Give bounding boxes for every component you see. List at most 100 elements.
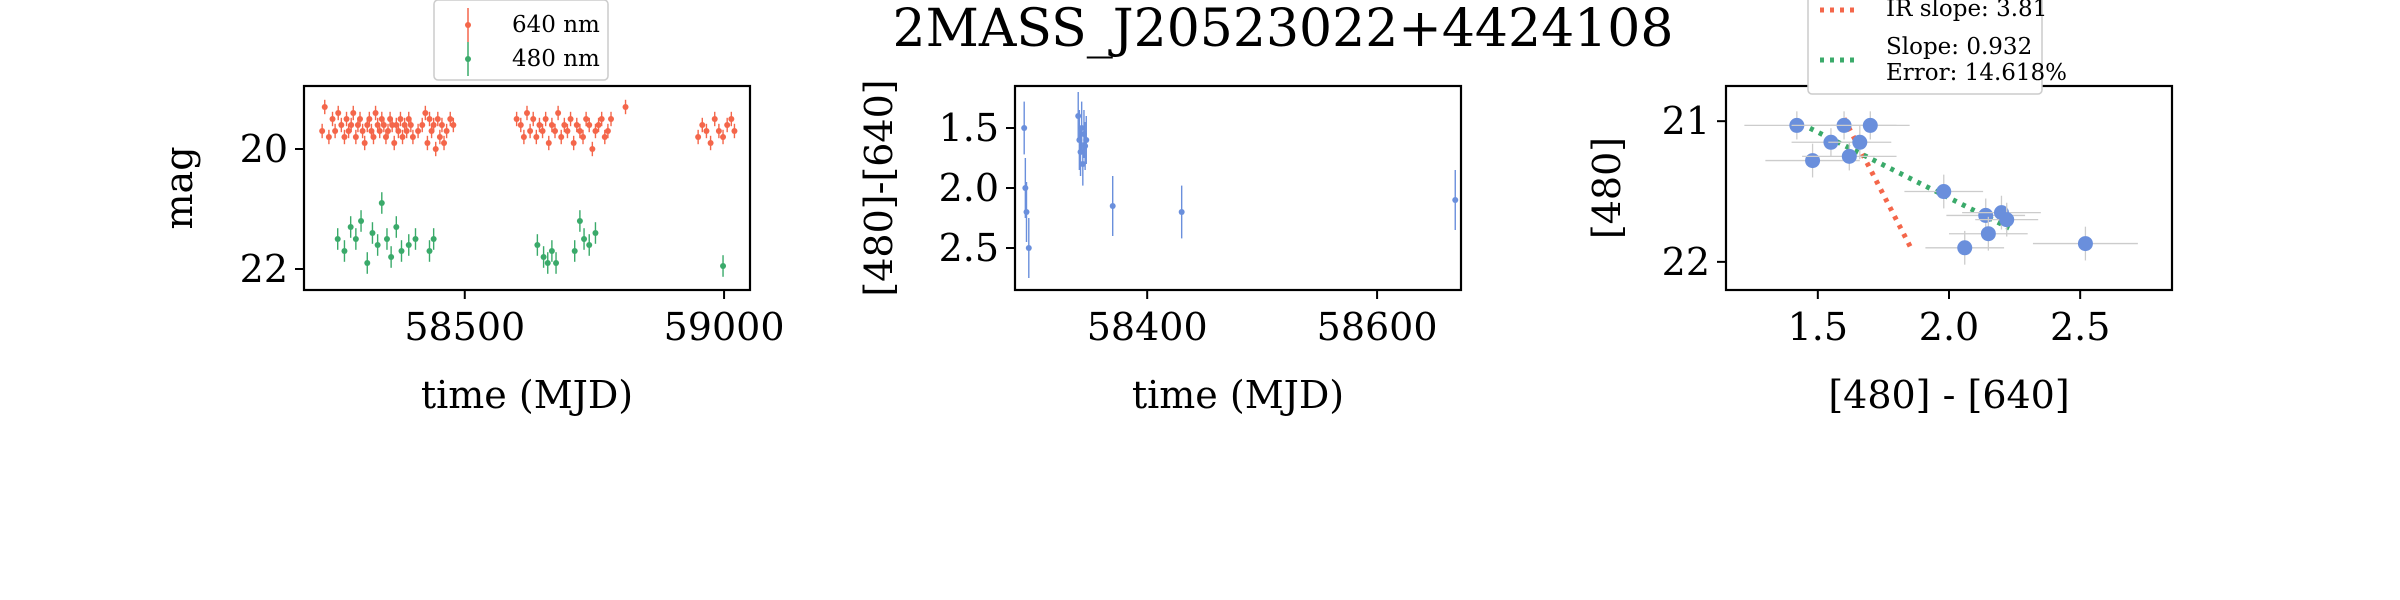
data-point bbox=[1109, 203, 1116, 209]
data-point bbox=[589, 146, 596, 152]
data-point bbox=[576, 128, 583, 134]
data-point bbox=[553, 260, 560, 266]
data-point bbox=[1078, 125, 1085, 131]
data-point bbox=[1079, 161, 1086, 167]
data-point bbox=[524, 110, 530, 116]
data-point bbox=[364, 260, 371, 266]
color-curve-xlabel: time (MJD) bbox=[1132, 373, 1344, 417]
data-point bbox=[430, 236, 437, 242]
data-point bbox=[441, 140, 448, 146]
data-point bbox=[1178, 209, 1185, 215]
data-point bbox=[1025, 245, 1032, 251]
data-point bbox=[415, 128, 422, 134]
data-point bbox=[405, 242, 412, 248]
color-magnitude-ylabel: [480] bbox=[1585, 137, 1629, 239]
data-point bbox=[369, 230, 376, 236]
data-point bbox=[424, 140, 431, 146]
data-point bbox=[443, 128, 450, 134]
light-curve-ticks: 58500 59000 20 22 bbox=[240, 127, 785, 349]
data-point bbox=[564, 128, 571, 134]
data-point bbox=[395, 128, 402, 134]
y-tick-label: 2.0 bbox=[939, 166, 999, 210]
light-curve-points bbox=[319, 99, 738, 277]
data-point bbox=[573, 122, 580, 128]
data-point bbox=[398, 248, 405, 254]
data-point bbox=[517, 122, 524, 128]
data-point bbox=[571, 248, 578, 254]
color-magnitude-points bbox=[1744, 111, 2138, 265]
data-point bbox=[622, 104, 629, 110]
data-point bbox=[1023, 209, 1030, 215]
data-point bbox=[1841, 148, 1857, 164]
data-point bbox=[334, 236, 341, 242]
data-point bbox=[430, 122, 437, 128]
data-point bbox=[2077, 236, 2093, 252]
data-point bbox=[598, 116, 605, 122]
data-point bbox=[1999, 212, 2015, 228]
x-tick-label: 58600 bbox=[1317, 305, 1438, 349]
data-point bbox=[370, 134, 377, 140]
data-point bbox=[403, 128, 410, 134]
figure-title: 2MASS_J20523022+4424108 bbox=[893, 0, 1674, 59]
y-tick-label: 22 bbox=[240, 247, 288, 291]
legend-480-label: 480 nm bbox=[512, 46, 600, 72]
data-point bbox=[352, 134, 359, 140]
y-tick-label: 20 bbox=[240, 127, 288, 171]
data-point bbox=[389, 122, 396, 128]
data-point bbox=[426, 116, 433, 122]
data-point bbox=[438, 122, 445, 128]
data-point bbox=[604, 128, 611, 134]
data-point bbox=[545, 140, 552, 146]
data-point bbox=[570, 140, 577, 146]
panel-color-magnitude: 1.5 2.0 2.5 21 22 [480] - [640] [480] IR slo… bbox=[1585, 0, 2174, 417]
legend-fit-error-label: Error: 14.618% bbox=[1886, 60, 2067, 86]
data-point bbox=[513, 116, 520, 122]
data-point bbox=[715, 128, 722, 134]
data-point bbox=[1021, 125, 1028, 131]
data-point bbox=[397, 116, 404, 122]
data-point bbox=[321, 104, 328, 110]
data-point bbox=[341, 134, 348, 140]
data-point bbox=[555, 110, 562, 116]
data-point bbox=[544, 260, 551, 266]
data-point bbox=[329, 116, 336, 122]
legend-box bbox=[1807, 0, 2043, 95]
data-point bbox=[359, 128, 366, 134]
data-point bbox=[432, 146, 439, 152]
x-tick-label: 1.5 bbox=[1788, 305, 1848, 349]
y-tick-label: 21 bbox=[1662, 99, 1710, 143]
data-point bbox=[332, 128, 339, 134]
y-tick-label: 22 bbox=[1662, 240, 1710, 284]
light-curve-ylabel: mag bbox=[157, 146, 201, 229]
data-point bbox=[335, 110, 342, 116]
data-point bbox=[1022, 185, 1029, 191]
data-point bbox=[358, 218, 365, 224]
data-point bbox=[720, 263, 727, 269]
data-point bbox=[1852, 134, 1868, 150]
legend-480-marker bbox=[465, 56, 471, 62]
x-tick-label: 2.0 bbox=[1919, 305, 1979, 349]
data-point bbox=[347, 224, 354, 230]
data-point bbox=[711, 116, 718, 122]
data-point bbox=[447, 116, 454, 122]
data-point bbox=[380, 122, 387, 128]
light-curve-axes-frame bbox=[302, 84, 752, 292]
data-point bbox=[548, 122, 555, 128]
data-point bbox=[1936, 184, 1952, 200]
data-point bbox=[542, 116, 549, 122]
data-point bbox=[728, 116, 735, 122]
data-point bbox=[595, 122, 602, 128]
data-point bbox=[731, 128, 738, 134]
y-tick-label: 2.5 bbox=[939, 226, 999, 270]
data-point bbox=[720, 134, 727, 140]
data-point bbox=[376, 128, 383, 134]
data-point bbox=[699, 122, 706, 128]
data-point bbox=[399, 134, 406, 140]
data-point bbox=[409, 134, 416, 140]
data-point bbox=[345, 128, 352, 134]
data-point bbox=[1980, 226, 1996, 242]
data-point bbox=[1862, 117, 1878, 133]
data-point bbox=[357, 116, 364, 122]
data-point bbox=[1075, 113, 1082, 119]
